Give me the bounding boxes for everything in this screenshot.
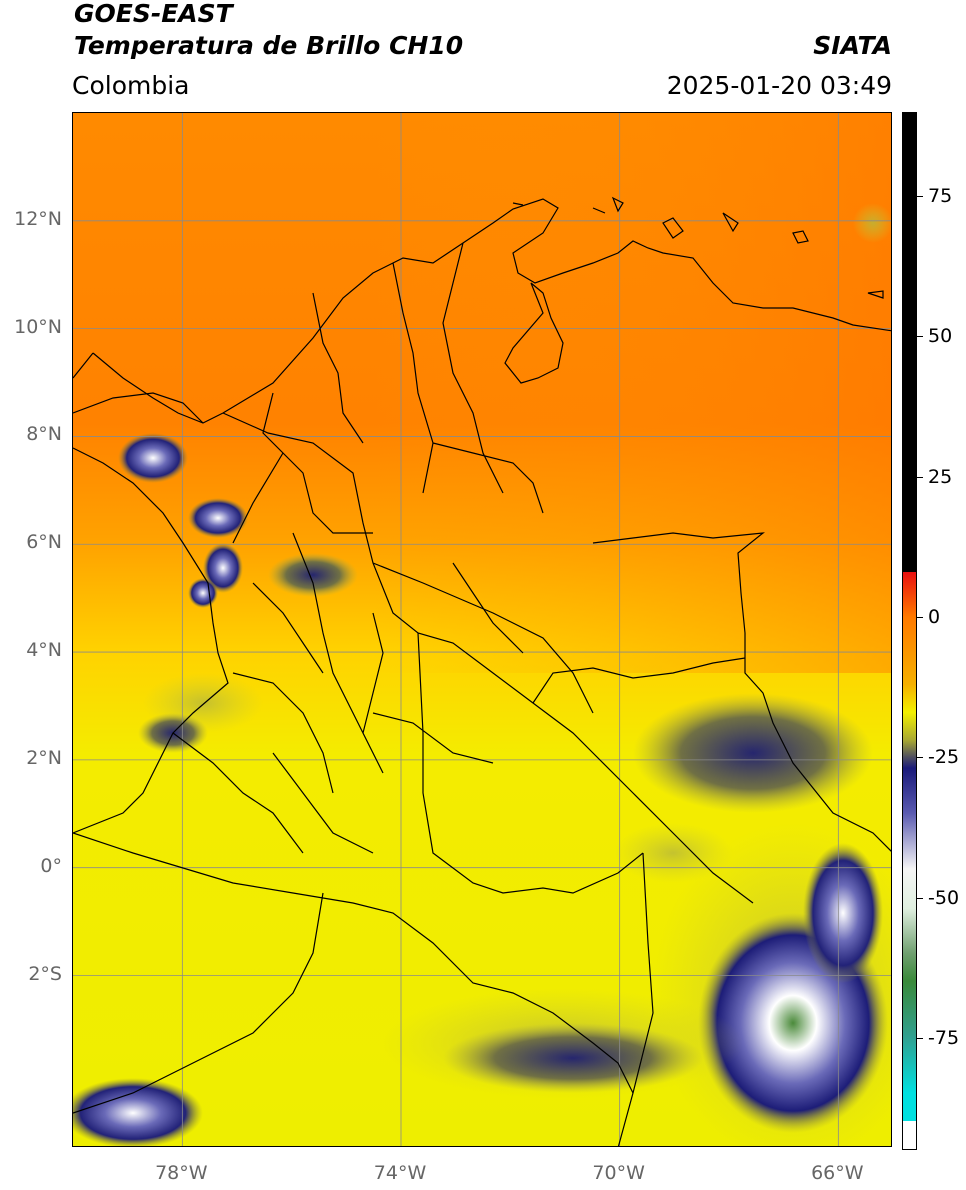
colorbar-tick xyxy=(917,1037,923,1039)
lon-label: 78°W xyxy=(155,1162,208,1184)
colorbar-label: 50 xyxy=(928,325,953,348)
colorbar-tick xyxy=(917,757,923,759)
lon-label: 70°W xyxy=(592,1162,645,1184)
colorbar-label: -50 xyxy=(928,886,960,909)
region-label: Colombia xyxy=(72,71,190,100)
colorbar-label: -25 xyxy=(928,746,960,769)
lat-label: 2°N xyxy=(26,746,62,769)
colorbar-tick xyxy=(917,616,923,618)
panama-coast xyxy=(73,352,204,424)
gridlines xyxy=(73,113,891,1146)
lat-label: 8°N xyxy=(26,423,62,446)
colorbar-tick xyxy=(917,897,923,899)
cloud-features xyxy=(73,203,891,1146)
lat-label: 6°N xyxy=(26,531,62,554)
lat-label: 10°N xyxy=(14,315,62,338)
datetime-label: 2025-01-20 03:49 xyxy=(666,71,892,100)
colorbar-label: 75 xyxy=(928,185,953,208)
colorbar-label: -75 xyxy=(928,1026,960,1049)
map-panel xyxy=(72,112,892,1147)
warm-region xyxy=(373,113,891,673)
venezuela-border xyxy=(532,532,891,852)
department-lines xyxy=(172,242,544,854)
lat-label: 4°N xyxy=(26,639,62,662)
ecuador-peru-border xyxy=(73,832,634,1114)
product-title: Temperatura de Brillo CH10 xyxy=(74,31,464,60)
caribbean-coastline xyxy=(222,198,891,414)
colorbar-label: 25 xyxy=(928,465,953,488)
colorbar-tick xyxy=(917,336,923,338)
lat-label: 0° xyxy=(40,854,62,877)
lake-maracaibo xyxy=(504,282,564,384)
brightness-temperature-map xyxy=(73,113,891,1146)
pacific-coastline xyxy=(73,352,229,834)
colorbar-tick xyxy=(917,476,923,478)
lat-label: 12°N xyxy=(14,207,62,230)
boundaries xyxy=(73,196,891,1146)
lon-label: 66°W xyxy=(811,1162,864,1184)
lat-label: 2°S xyxy=(28,962,62,985)
colorbar-label: 0 xyxy=(928,605,941,628)
colombia-border xyxy=(222,412,754,1146)
colorbar-tick xyxy=(917,196,923,198)
satellite-title: GOES-EAST xyxy=(74,0,233,28)
agency-label: SIATA xyxy=(813,31,892,60)
colorbar xyxy=(902,112,917,1150)
islands xyxy=(512,196,884,299)
lon-label: 74°W xyxy=(373,1162,427,1184)
